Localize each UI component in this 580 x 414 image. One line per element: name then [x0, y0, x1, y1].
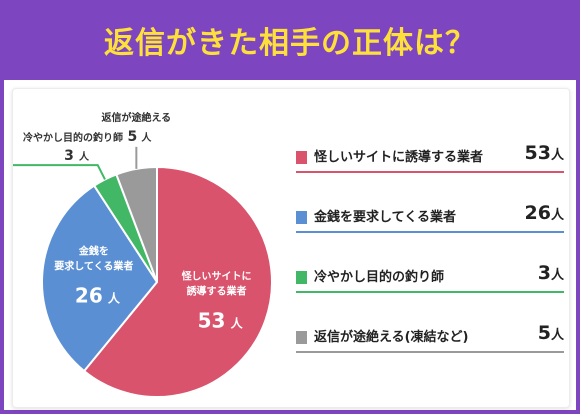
legend-number: 3	[537, 262, 551, 284]
legend-unit: 人	[550, 208, 564, 223]
slice-label: 誘導する業者	[187, 284, 247, 297]
slice-unit: 人	[108, 291, 121, 306]
legend-item: 怪しいサイトに誘導する業者 53人	[296, 142, 564, 202]
callout-label: 返信が途絶える	[101, 111, 171, 124]
callout-unit: 人	[141, 131, 152, 144]
legend-underline	[296, 291, 564, 293]
legend: 怪しいサイトに誘導する業者 53人 金銭を要求してくる業者 26人 冷やかし目的…	[296, 142, 564, 382]
pie-slice	[41, 184, 159, 373]
legend-value: 3人	[538, 262, 564, 284]
legend-value: 26人	[525, 202, 564, 224]
slice-label: 怪しいサイトに	[182, 269, 252, 282]
legend-underline	[296, 171, 564, 173]
slice-label: 金銭を	[78, 245, 109, 258]
legend-label: 金銭を要求してくる業者	[314, 210, 456, 225]
legend-label: 怪しいサイトに誘導する業者	[314, 150, 484, 165]
callout-value: 5	[127, 129, 137, 145]
pie-slice	[115, 165, 158, 283]
legend-underline	[296, 231, 564, 233]
callout-line	[13, 164, 106, 180]
slice-value: 26	[75, 284, 103, 308]
callout-unit: 人	[79, 150, 90, 163]
legend-value: 53人	[525, 142, 564, 164]
legend-label: 返信が途絶える(凍結など)	[314, 330, 469, 345]
legend-swatch	[296, 331, 307, 344]
legend-item: 冷やかし目的の釣り師 3人	[296, 262, 564, 322]
slice-unit: 人	[231, 315, 244, 330]
callout-value: 3	[64, 148, 74, 164]
legend-number: 53	[524, 142, 551, 164]
legend-item: 金銭を要求してくる業者 26人	[296, 202, 564, 262]
legend-number: 5	[537, 322, 551, 344]
pie-slice	[82, 165, 273, 398]
legend-unit: 人	[550, 148, 564, 163]
chart-title: 返信がきた相手の正体は？	[104, 26, 476, 61]
legend-value: 5人	[538, 322, 564, 344]
slice-label: 要求してくる業者	[54, 260, 133, 273]
legend-swatch	[296, 151, 307, 164]
legend-unit: 人	[550, 328, 564, 343]
callout-label: 冷やかし目的の釣り師	[23, 131, 123, 144]
legend-unit: 人	[550, 268, 564, 283]
legend-swatch	[296, 271, 307, 284]
slice-value: 53	[198, 308, 226, 332]
legend-number: 26	[524, 202, 551, 224]
legend-label: 冷やかし目的の釣り師	[314, 270, 445, 285]
legend-item: 返信が途絶える(凍結など) 5人	[296, 322, 564, 382]
chart-card: 怪しいサイトに 誘導する業者 53 人金銭を 要求してくる業者 26 人冷やかし目的の釣り師…	[12, 88, 570, 408]
title-banner: 返信がきた相手の正体は？	[4, 4, 576, 80]
legend-underline	[296, 351, 564, 353]
legend-swatch	[296, 211, 307, 224]
